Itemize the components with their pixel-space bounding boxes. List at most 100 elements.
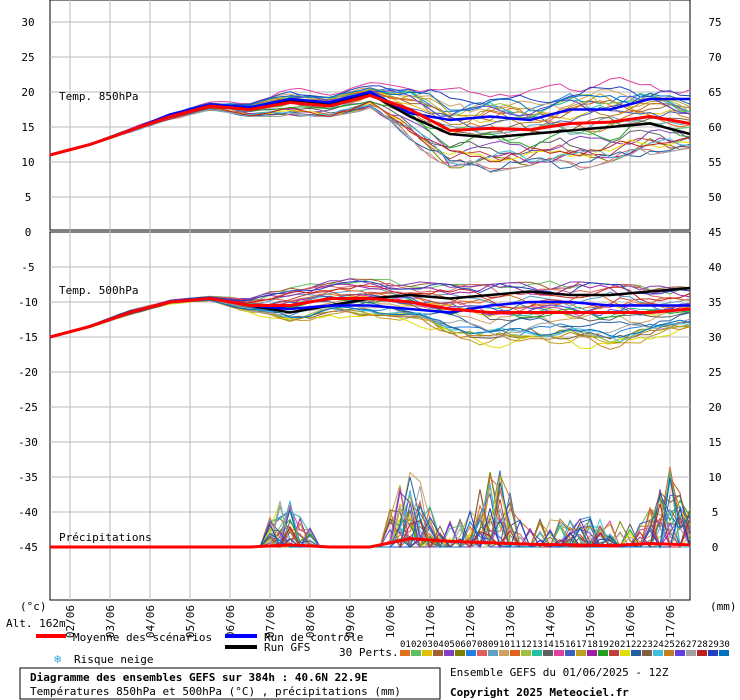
x-tick-label: 14/06: [544, 605, 557, 638]
pert-swatch: [400, 650, 410, 656]
pert-number: 12: [521, 640, 532, 650]
tick-500-left: -20: [18, 366, 38, 379]
pert-swatch: [697, 650, 707, 656]
footer-run: Ensemble GEFS du 01/06/2025 - 12Z: [450, 666, 669, 679]
x-tick-label: 17/06: [664, 605, 677, 638]
tick-500-left: -10: [18, 296, 38, 309]
main-series-lines: [49, 90, 691, 549]
tick-850-right: 50: [708, 191, 721, 204]
pert-swatch: [631, 650, 641, 656]
legend-mean-label: Moyenne des scénarios: [73, 631, 212, 644]
pert-number: 24: [653, 640, 664, 650]
pert-number: 04: [433, 640, 444, 650]
tick-500-left: -40: [18, 506, 38, 519]
pert-swatch: [686, 650, 696, 656]
x-tick-label: 09/06: [344, 605, 357, 638]
pert-swatch: [433, 650, 443, 656]
pert-swatch: [598, 650, 608, 656]
legend-gfs-swatch: [225, 645, 257, 649]
tick-500-left: -25: [18, 401, 38, 414]
pert-swatch: [455, 650, 465, 656]
pert-swatch: [488, 650, 498, 656]
tick-850-left: 0: [25, 226, 32, 239]
tick-500-left: -15: [18, 331, 38, 344]
footer-subtitle: Températures 850hPa et 500hPa (°C) , pré…: [30, 685, 401, 698]
x-tick-label: 10/06: [384, 605, 397, 638]
series-line-precip: [50, 537, 691, 549]
pert-number: 07: [466, 640, 477, 650]
x-tick-label: 07/06: [264, 605, 277, 638]
pert-number: 16: [565, 640, 576, 650]
tick-850-left: 30: [21, 16, 34, 29]
pert-number: 09: [488, 640, 499, 650]
tick-500-left: -5: [21, 261, 34, 274]
x-tick-label: 06/06: [224, 605, 237, 638]
pert-swatch: [532, 650, 542, 656]
legend-gfs-label: Run GFS: [264, 641, 310, 654]
perturbation-legend: 01 02 03 04 05 06 07 08 09 10 11 12 13 14 15 16 17 18 19 20…: [400, 640, 730, 656]
tick-850-right: 75: [708, 16, 721, 29]
tick-850-right: 65: [708, 86, 721, 99]
tick-500-right: 5: [712, 506, 719, 519]
tick-850-right: 70: [708, 51, 721, 64]
pert-swatch: [620, 650, 630, 656]
pert-number: 11: [510, 640, 521, 650]
altitude-label: Alt. 162m: [6, 617, 66, 630]
pert-swatch: [708, 650, 718, 656]
x-tick-label: 02/06: [64, 605, 77, 638]
footer-box: [19, 667, 441, 700]
pert-number: 08: [477, 640, 488, 650]
series-line-850: [49, 93, 691, 157]
pert-swatch: [675, 650, 685, 656]
pert-swatch: [642, 650, 652, 656]
tick-500-right: 25: [708, 366, 721, 379]
legend-perts-label: 30 Perts.: [339, 646, 399, 659]
pert-swatch: [653, 650, 663, 656]
pert-number: 17: [576, 640, 587, 650]
pert-number: 01: [400, 640, 411, 650]
pert-number: 14: [543, 640, 554, 650]
x-tick-label: 13/06: [504, 605, 517, 638]
pert-number: 20: [609, 640, 620, 650]
pert-swatch: [521, 650, 531, 656]
tick-500-right: 10: [708, 471, 721, 484]
title-500: Temp. 500hPa: [59, 284, 138, 297]
pert-swatch: [576, 650, 586, 656]
unit-mm: (mm): [710, 600, 737, 613]
pert-line-850: [49, 106, 691, 173]
legend-mean-swatch: [36, 634, 66, 638]
pert-swatch: [609, 650, 619, 656]
pert-swatch: [411, 650, 421, 656]
legend-snow-label: Risque neige: [74, 653, 153, 666]
title-850: Temp. 850hPa: [59, 90, 138, 103]
tick-500-right: 15: [708, 436, 721, 449]
pert-swatch: [543, 650, 553, 656]
x-tick-label: 04/06: [144, 605, 157, 638]
pert-swatch: [565, 650, 575, 656]
tick-850-left: 5: [25, 191, 32, 204]
pert-swatch: [499, 650, 509, 656]
pert-number: 10: [499, 640, 510, 650]
tick-850-right: 60: [708, 121, 721, 134]
x-tick-label: 05/06: [184, 605, 197, 638]
title-precip: Précipitations: [59, 531, 152, 544]
pert-number: 18: [587, 640, 598, 650]
pert-number: 26: [675, 640, 686, 650]
legend-control-label: Run de contrôle: [264, 631, 363, 644]
pert-swatch: [554, 650, 564, 656]
legend-control-swatch: [225, 634, 257, 638]
tick-500-right: 40: [708, 261, 721, 274]
pert-number: 28: [697, 640, 708, 650]
panel-500-frame: [49, 231, 691, 601]
pert-number: 03: [422, 640, 433, 650]
pert-number: 19: [598, 640, 609, 650]
tick-850-left: 20: [21, 86, 34, 99]
pert-swatch: [477, 650, 487, 656]
pert-number: 15: [554, 640, 565, 650]
tick-850-right: 55: [708, 156, 721, 169]
x-tick-label: 11/06: [424, 605, 437, 638]
pert-number: 13: [532, 640, 543, 650]
tick-850-right: 45: [708, 226, 721, 239]
